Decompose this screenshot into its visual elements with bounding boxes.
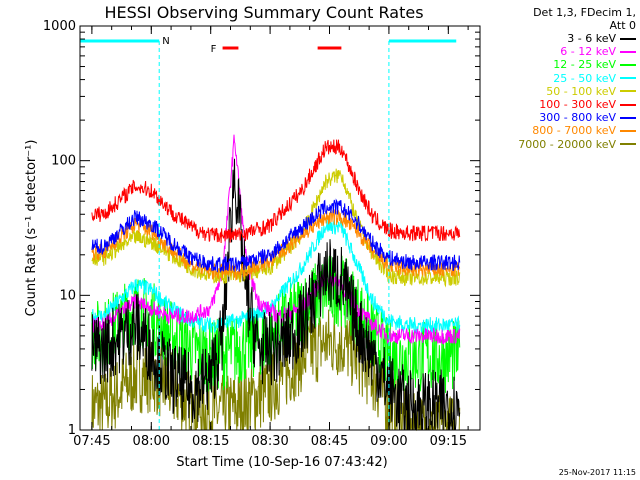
legend-item: 100 - 300 keV — [478, 98, 638, 111]
legend-header-line2: Att 0 — [609, 19, 636, 32]
legend-label: 12 - 25 keV — [553, 58, 616, 72]
series-100-300keV-line — [91, 139, 461, 244]
legend-label: 3 - 6 keV — [567, 32, 616, 46]
legend-label: 300 - 800 keV — [539, 111, 616, 125]
x-tick-label: 09:00 — [370, 434, 407, 449]
legend-item: 6 - 12 keV — [478, 45, 638, 58]
x-tick-label: 08:15 — [192, 434, 229, 449]
legend-item: 300 - 800 keV — [478, 111, 638, 124]
legend-swatch — [620, 116, 636, 119]
series-3-6keV-line — [91, 158, 461, 431]
legend-swatch — [620, 143, 636, 146]
series-path — [91, 158, 461, 431]
series-path — [91, 134, 461, 345]
y-tick-label: 1000 — [43, 19, 76, 34]
legend-swatch — [620, 77, 636, 80]
legend-label: 800 - 7000 keV — [532, 124, 616, 138]
legend-item: 3 - 6 keV — [478, 32, 638, 45]
x-axis-label: Start Time (10-Sep-16 07:43:42) — [176, 455, 387, 470]
x-tick-label: 07:45 — [73, 434, 110, 449]
legend-label: 7000 - 20000 keV — [518, 137, 616, 151]
series-path — [91, 218, 461, 335]
x-tick-label: 08:00 — [133, 434, 170, 449]
legend-label: 25 - 50 keV — [553, 71, 616, 85]
legend-item: 7000 - 20000 keV — [478, 138, 638, 151]
x-tick-label: 08:30 — [251, 434, 288, 449]
legend-swatch — [620, 37, 636, 40]
annotations: NF — [80, 36, 457, 430]
legend-swatch — [620, 63, 636, 66]
axes: 07:45 08:00 08:15 08:30 08:45 09:00 09:15 1 10 10… — [43, 19, 480, 449]
legend: Det 1,3, FDecim 1, Att 0 3 - 6 keV 6 - 12… — [478, 6, 638, 151]
legend-label: 100 - 300 keV — [539, 98, 616, 112]
series-25-50keV-line — [91, 218, 461, 335]
timestamp: 25-Nov-2017 11:15 — [558, 468, 636, 477]
y-tick-label: 10 — [59, 288, 76, 303]
flare-label: F — [211, 44, 217, 55]
legend-label: 6 - 12 keV — [560, 45, 616, 59]
night-label: N — [162, 36, 169, 47]
legend-swatch — [620, 50, 636, 53]
legend-item: 800 - 7000 keV — [478, 124, 638, 137]
series-300-800keV-line — [91, 198, 461, 274]
y-tick-label: 1 — [68, 423, 76, 438]
legend-item: 50 - 100 keV — [478, 85, 638, 98]
series-path — [91, 198, 461, 274]
legend-item: 25 - 50 keV — [478, 72, 638, 85]
legend-item: 12 - 25 keV — [478, 58, 638, 71]
legend-swatch — [620, 129, 636, 132]
series-path — [91, 139, 461, 244]
chart-title: HESSI Observing Summary Count Rates — [104, 3, 423, 22]
plot-frame — [79, 25, 481, 431]
x-tick-label: 09:15 — [430, 434, 467, 449]
legend-label: 50 - 100 keV — [546, 84, 616, 98]
legend-header-line1: Det 1,3, FDecim 1, — [533, 6, 636, 19]
x-tick-label: 08:45 — [311, 434, 348, 449]
plot-area — [91, 134, 461, 432]
y-axis-label: Count Rate (s⁻¹ detector⁻¹) — [24, 140, 39, 317]
series-6-12keV-line — [91, 134, 461, 345]
legend-swatch — [620, 103, 636, 106]
y-tick-label: 100 — [51, 154, 76, 169]
legend-swatch — [620, 90, 636, 93]
